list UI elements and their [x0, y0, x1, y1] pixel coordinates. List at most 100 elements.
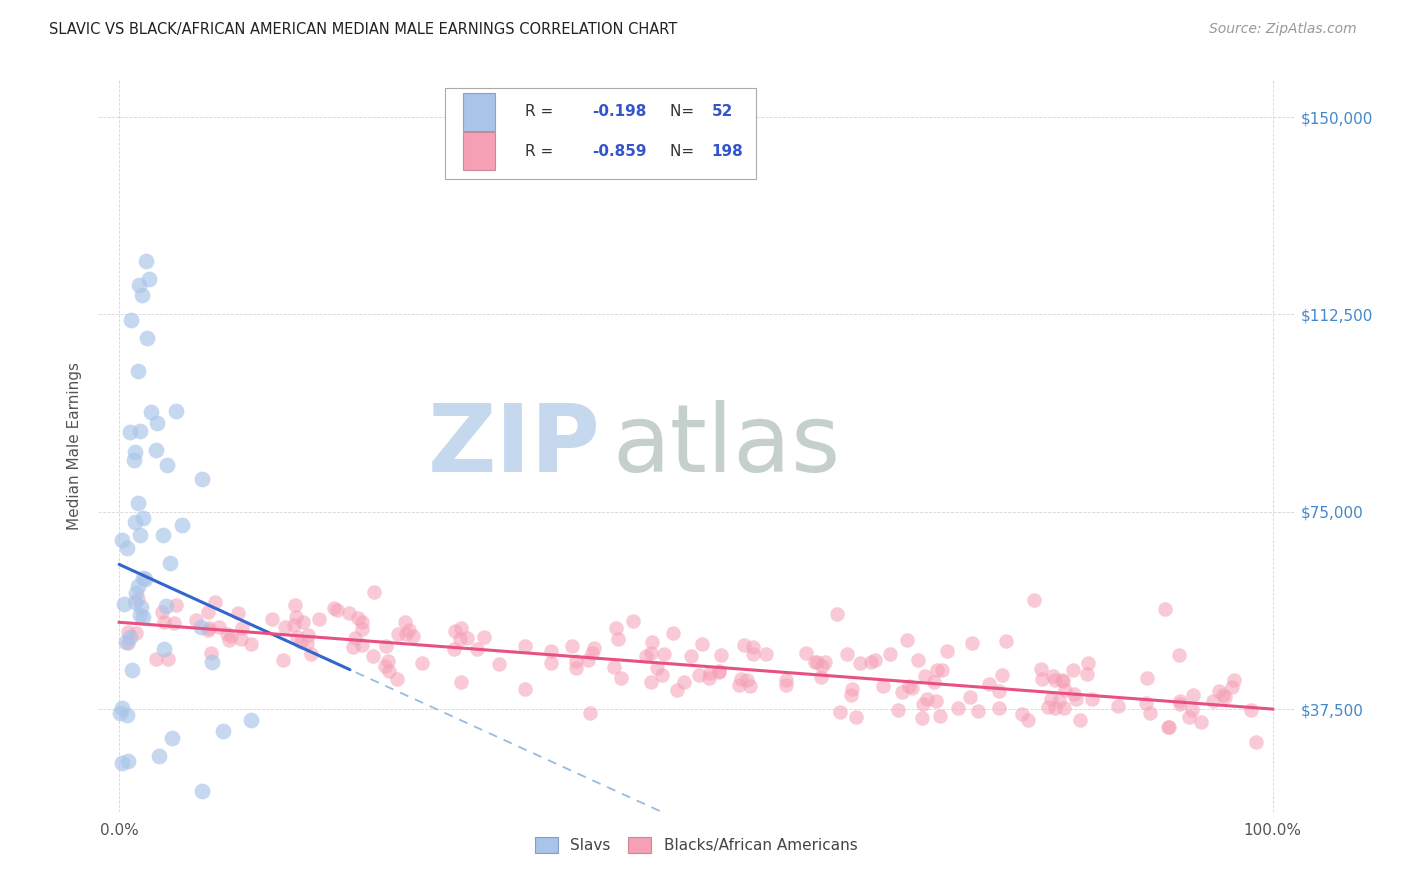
- Point: [449, 632, 471, 646]
- Point: [323, 601, 346, 615]
- Point: [1157, 720, 1180, 734]
- Point: [326, 602, 349, 616]
- Point: [935, 644, 957, 658]
- Point: [488, 657, 510, 672]
- Point: [730, 672, 752, 686]
- Point: [301, 648, 323, 662]
- Point: [640, 646, 662, 660]
- Point: [1038, 700, 1060, 714]
- Point: [139, 405, 162, 419]
- Point: [775, 673, 797, 687]
- Point: [710, 648, 733, 662]
- Point: [337, 606, 360, 620]
- Legend: Slavs, Blacks/African Americans: Slavs, Blacks/African Americans: [529, 830, 863, 859]
- Point: [217, 627, 239, 641]
- Point: [863, 653, 886, 667]
- Point: [231, 621, 253, 635]
- Point: [740, 679, 762, 693]
- Point: [135, 254, 157, 268]
- Point: [931, 664, 953, 678]
- FancyBboxPatch shape: [446, 87, 756, 179]
- Point: [1189, 715, 1212, 730]
- Point: [127, 591, 149, 606]
- Point: [640, 675, 662, 690]
- Point: [1159, 720, 1181, 734]
- Point: [1181, 688, 1204, 702]
- Point: [145, 652, 167, 666]
- Point: [190, 620, 212, 634]
- Text: R =: R =: [524, 144, 558, 159]
- Text: -0.198: -0.198: [592, 104, 647, 120]
- Point: [641, 635, 664, 649]
- Point: [835, 647, 858, 661]
- Point: [120, 313, 142, 327]
- Point: [125, 586, 148, 600]
- Point: [219, 629, 242, 643]
- Point: [1181, 703, 1204, 717]
- Point: [124, 595, 146, 609]
- Text: SLAVIC VS BLACK/AFRICAN AMERICAN MEDIAN MALE EARNINGS CORRELATION CHART: SLAVIC VS BLACK/AFRICAN AMERICAN MEDIAN …: [49, 22, 678, 37]
- Point: [395, 627, 418, 641]
- Point: [540, 644, 562, 658]
- Point: [845, 710, 868, 724]
- Point: [1220, 680, 1243, 694]
- Point: [290, 634, 312, 648]
- Point: [197, 623, 219, 637]
- Point: [977, 677, 1000, 691]
- Point: [914, 669, 936, 683]
- Point: [394, 615, 416, 630]
- Text: Source: ZipAtlas.com: Source: ZipAtlas.com: [1209, 22, 1357, 37]
- Point: [127, 364, 149, 378]
- Point: [987, 701, 1010, 715]
- Point: [652, 647, 675, 661]
- Point: [810, 670, 832, 684]
- Point: [228, 606, 250, 620]
- Point: [634, 648, 657, 663]
- Point: [295, 636, 318, 650]
- FancyBboxPatch shape: [463, 132, 495, 170]
- Point: [156, 458, 179, 472]
- Point: [742, 640, 765, 654]
- Point: [121, 663, 143, 677]
- Point: [879, 648, 901, 662]
- Point: [112, 598, 135, 612]
- Point: [212, 724, 235, 739]
- Point: [621, 614, 644, 628]
- Point: [200, 646, 222, 660]
- Point: [308, 612, 330, 626]
- Point: [131, 287, 153, 301]
- Point: [1213, 690, 1236, 705]
- Point: [1135, 697, 1157, 711]
- Point: [111, 701, 134, 715]
- Point: [610, 671, 633, 685]
- Point: [896, 633, 918, 648]
- Point: [361, 648, 384, 663]
- Point: [197, 605, 219, 619]
- Point: [814, 655, 837, 669]
- Point: [925, 694, 948, 708]
- Point: [240, 714, 263, 728]
- Point: [697, 671, 720, 685]
- Point: [962, 636, 984, 650]
- Point: [741, 647, 763, 661]
- Point: [803, 655, 825, 669]
- Point: [1178, 710, 1201, 724]
- Point: [125, 626, 148, 640]
- Point: [129, 600, 152, 615]
- Point: [1045, 701, 1067, 715]
- Point: [794, 647, 817, 661]
- Point: [110, 756, 132, 771]
- Point: [1202, 694, 1225, 708]
- Point: [995, 633, 1018, 648]
- Point: [707, 665, 730, 679]
- Point: [1107, 699, 1129, 714]
- Point: [890, 685, 912, 699]
- Point: [1029, 662, 1052, 676]
- Point: [1168, 694, 1191, 708]
- Point: [887, 703, 910, 717]
- Point: [849, 656, 872, 670]
- Point: [342, 640, 364, 655]
- Point: [662, 625, 685, 640]
- Point: [145, 443, 167, 458]
- Point: [1011, 707, 1033, 722]
